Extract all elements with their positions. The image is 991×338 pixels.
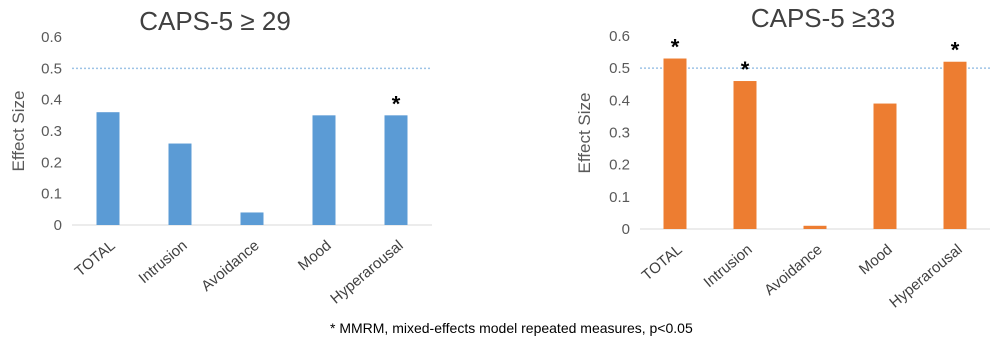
chart-title: CAPS-5 ≥ 29: [139, 6, 291, 36]
significance-marker: *: [392, 91, 401, 116]
chart-title: CAPS-5 ≥33: [751, 3, 895, 33]
bar-mood: [873, 103, 897, 229]
y-tick-label: 0.3: [41, 123, 62, 140]
bar-hyperarousal: [384, 115, 408, 225]
significance-marker: *: [951, 38, 960, 63]
category-label: TOTAL: [639, 241, 686, 284]
bar-total: [663, 58, 687, 230]
y-tick-label: 0.1: [41, 186, 62, 203]
y-tick-label: 0.2: [609, 157, 630, 174]
significance-marker: *: [671, 35, 680, 60]
y-tick-label: 0: [622, 221, 630, 238]
category-label: Hyperarousal: [327, 237, 406, 307]
y-tick-label: 0.4: [609, 92, 630, 109]
chart-caps5-33: CAPS-5 ≥33 Effect Size 0 0.1 0.2 0.3 0.4 0.5 0.6…: [575, 3, 990, 311]
y-tick-label: 0.6: [41, 29, 62, 46]
category-label: TOTAL: [72, 237, 119, 280]
bar-intrusion: [168, 143, 192, 225]
y-tick-label: 0.2: [41, 154, 62, 171]
y-axis-label: Effect Size: [9, 91, 28, 172]
bar-intrusion: [733, 81, 757, 230]
y-tick-label: 0: [54, 217, 62, 234]
y-tick-label: 0.5: [609, 60, 630, 77]
category-label: Mood: [295, 237, 335, 274]
bar-mood: [312, 115, 336, 225]
category-label: Avoidance: [761, 241, 825, 299]
y-tick-label: 0.4: [41, 92, 62, 109]
y-tick-label: 0.6: [609, 28, 630, 45]
footnote: * MMRM, mixed-effects model repeated mea…: [330, 320, 693, 336]
bar-avoidance: [803, 225, 827, 229]
y-tick-label: 0.1: [609, 189, 630, 206]
category-label: Intrusion: [136, 237, 191, 287]
category-label: Hyperarousal: [886, 241, 965, 311]
category-label: Mood: [856, 241, 896, 278]
y-tick-label: 0.3: [609, 125, 630, 142]
bar-avoidance: [240, 212, 264, 225]
category-label: Avoidance: [198, 237, 262, 295]
significance-marker: *: [741, 57, 750, 82]
bar-total: [96, 112, 120, 225]
category-label: Intrusion: [701, 241, 756, 291]
y-tick-label: 0.5: [41, 60, 62, 77]
bar-hyperarousal: [943, 61, 967, 229]
chart-caps5-29: CAPS-5 ≥ 29 Effect Size 0 0.1 0.2 0.3 0.4 0.5 0.…: [9, 6, 432, 307]
y-axis-label: Effect Size: [575, 93, 594, 174]
